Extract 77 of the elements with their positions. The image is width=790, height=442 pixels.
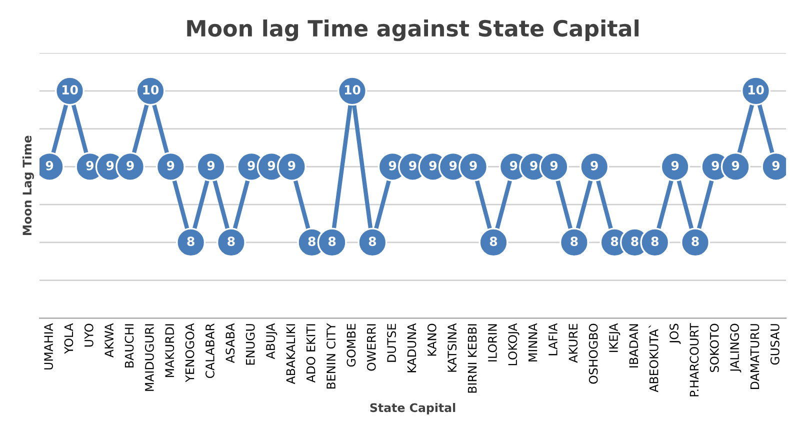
x-tick-label: ILORIN — [488, 324, 497, 362]
x-tick-label: MAKURDI — [165, 324, 174, 378]
x-tick-label: KADUNA — [407, 323, 416, 372]
x-tick-label: IKEJA — [609, 323, 620, 352]
data-label: 8 — [610, 236, 618, 246]
x-tick-label: UMAHIA — [44, 323, 54, 370]
data-label: 8 — [490, 236, 498, 246]
data-label: 9 — [106, 160, 114, 170]
x-tick-label: AKURE — [568, 324, 578, 363]
x-tick-label: GOMBE — [346, 324, 356, 367]
data-label: 9 — [510, 160, 518, 170]
data-label: 9 — [449, 160, 457, 170]
data-label: 8 — [187, 236, 194, 246]
x-tick-label: UYO — [84, 324, 94, 347]
x-tick-label: BENIN CITY — [326, 323, 336, 389]
x-tick-label: LOKOJA — [508, 323, 520, 366]
data-label: 9 — [590, 160, 598, 170]
x-tick-label: SOKOTO — [710, 324, 719, 372]
x-tick-label: P.HARCOURT — [690, 323, 699, 396]
x-tick-label: ABUJA — [266, 323, 278, 360]
data-label: 9 — [46, 160, 54, 170]
x-tick-label: ASABA — [226, 323, 235, 364]
data-label: 9 — [126, 160, 134, 170]
x-tick-label: YENOGOA — [185, 323, 194, 382]
data-label: 8 — [328, 236, 336, 246]
data-label: 9 — [207, 160, 215, 170]
x-tick-label: ENUGU — [246, 324, 255, 365]
x-tick-label: AKWA — [104, 323, 114, 358]
x-tick-label: KANO — [427, 324, 436, 356]
x-tick-label: JALINGO — [730, 324, 742, 372]
chart-title: Moon lag Time against State Capital — [187, 19, 639, 42]
x-tick-label: ABEOKUTA` — [648, 325, 658, 392]
data-label: 9 — [86, 160, 94, 170]
data-label: 9 — [470, 160, 477, 170]
data-label: 8 — [631, 236, 638, 246]
x-tick-label: IBADAN — [629, 324, 638, 368]
data-label: 8 — [692, 236, 699, 246]
data-label: 10 — [344, 85, 360, 95]
x-tick-label: DUTSE — [387, 324, 396, 362]
data-label: 8 — [228, 236, 235, 246]
x-tick-label: LAFIA — [548, 323, 558, 356]
x-tick-label: BAUCHI — [124, 324, 134, 368]
data-label: 9 — [268, 160, 276, 170]
data-label: 9 — [166, 160, 174, 170]
data-label: 10 — [748, 85, 764, 95]
data-label: 8 — [368, 236, 376, 246]
data-label: 10 — [62, 85, 78, 95]
x-tick-label: CALABAR — [206, 323, 214, 378]
data-label: 9 — [248, 160, 255, 170]
data-label: 9 — [429, 160, 436, 170]
data-label: 8 — [308, 236, 316, 246]
data-label: 9 — [712, 160, 719, 170]
x-tick-label: KATSINA — [448, 323, 457, 372]
data-label: 9 — [388, 160, 396, 170]
x-tick-label: MAIDUGURI — [144, 324, 154, 391]
x-axis-title: State Capital — [370, 402, 456, 414]
data-label: 8 — [651, 236, 658, 246]
x-tick-label: ABAKALIKI — [286, 324, 295, 384]
x-tick-label: ADO EKITI — [306, 324, 316, 383]
x-tick-label: GUSAU — [770, 324, 780, 365]
x-tick-label: OWERRI — [366, 324, 376, 371]
x-tick-label: JOS — [670, 324, 681, 344]
data-label: 8 — [570, 236, 578, 246]
data-label: 9 — [671, 160, 679, 170]
x-tick-label: BIRNI KEBBI — [468, 324, 477, 393]
x-tick-label: DAMATURU — [750, 324, 760, 389]
data-label: 9 — [772, 160, 780, 170]
data-label: 10 — [143, 85, 159, 95]
data-label: 9 — [530, 160, 538, 170]
x-tick-label: MINNA — [528, 323, 538, 362]
x-tick-label: OSHOGBO — [588, 324, 598, 384]
data-label: 9 — [409, 160, 416, 170]
y-axis-title: Moon Lag Time — [22, 136, 34, 236]
data-label: 9 — [288, 160, 296, 170]
data-label: 9 — [732, 160, 740, 170]
data-label: 9 — [550, 160, 558, 170]
x-tick-label: YOLA — [64, 323, 74, 354]
